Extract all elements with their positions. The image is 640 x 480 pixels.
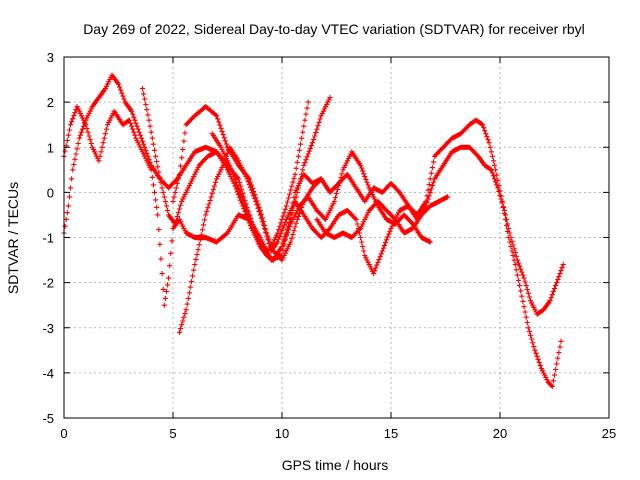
y-tick-label: -5 (42, 411, 54, 426)
x-axis-label: GPS time / hours (282, 457, 389, 473)
axis-ticks: 0 5 10 15 20 25 -5 -4 -3 -2 -1 0 1 2 3 (42, 50, 616, 441)
x-tick-label: 0 (60, 426, 67, 441)
series-6 (314, 194, 451, 241)
x-tick-label: 20 (493, 426, 507, 441)
y-tick-label: 3 (47, 50, 54, 65)
data-points (61, 72, 566, 389)
y-tick-label: 1 (47, 140, 54, 155)
y-tick-label: -1 (42, 231, 54, 246)
y-tick-label: -4 (42, 366, 54, 381)
y-tick-label: -2 (42, 276, 54, 291)
y-tick-label: 2 (47, 95, 54, 110)
x-tick-label: 25 (602, 426, 616, 441)
y-tick-label: 0 (47, 185, 54, 200)
series-marks (209, 131, 433, 263)
chart-title: Day 269 of 2022, Sidereal Day-to-day VTE… (83, 21, 585, 37)
y-tick-label: -3 (42, 321, 54, 336)
series-marks (314, 194, 451, 241)
series-7 (209, 131, 433, 263)
x-tick-label: 15 (384, 426, 398, 441)
x-tick-label: 5 (169, 426, 176, 441)
x-tick-label: 10 (275, 426, 289, 441)
y-axis-label: SDTVAR / TECUs (5, 182, 21, 294)
